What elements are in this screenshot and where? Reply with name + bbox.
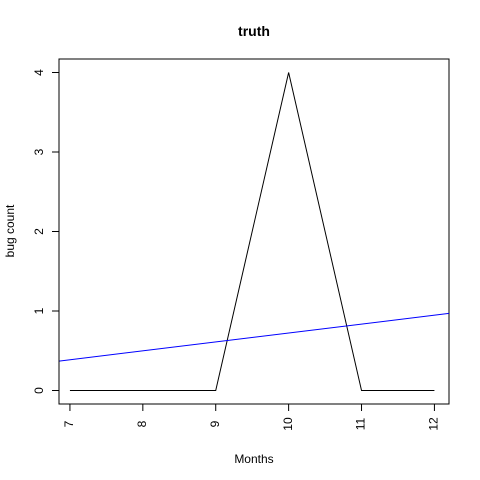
- x-tick-label-11: 11: [354, 417, 368, 430]
- x-tick-label-7: 7: [62, 420, 76, 427]
- y-axis: 0 1 2 3 4: [32, 69, 60, 394]
- y-tick-label-0: 0: [32, 387, 46, 394]
- chart-title: truth: [238, 23, 270, 39]
- x-axis: 7 8 9 10 11 12: [62, 403, 441, 431]
- y-tick-label-1: 1: [32, 307, 46, 314]
- y-tick-label-3: 3: [32, 148, 46, 155]
- series-line-0: [69, 72, 435, 391]
- trend-line-1: [58, 312, 450, 362]
- x-tick-label-12: 12: [427, 417, 441, 431]
- plot-frame: [58, 58, 450, 405]
- y-axis-title: bug count: [3, 204, 17, 257]
- y-tick-label-2: 2: [32, 228, 46, 235]
- x-tick-label-8: 8: [135, 420, 149, 427]
- plot-area: [58, 72, 450, 391]
- x-axis-title: Months: [234, 452, 273, 466]
- y-tick-label-4: 4: [32, 69, 46, 76]
- x-tick-label-9: 9: [208, 420, 222, 427]
- x-tick-label-10: 10: [281, 417, 295, 431]
